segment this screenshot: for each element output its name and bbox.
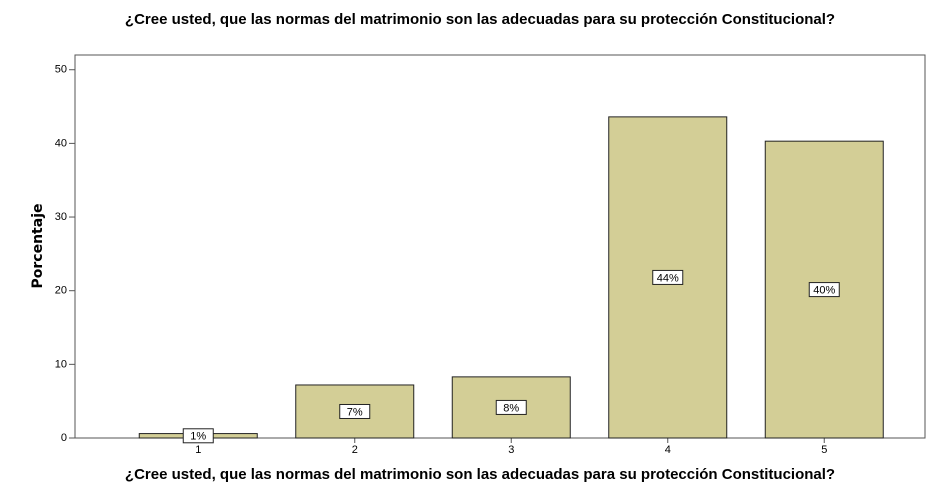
- value-label: 8%: [503, 402, 519, 414]
- y-tick-label: 40: [55, 137, 67, 149]
- value-label: 40%: [813, 284, 835, 296]
- value-label-box: [339, 403, 371, 419]
- value-label: 7%: [347, 406, 363, 418]
- x-tick-label: 1: [195, 444, 201, 456]
- value-label: 1%: [190, 431, 206, 443]
- y-tick-label: 50: [55, 64, 67, 76]
- value-label-box: [495, 399, 527, 415]
- x-tick-label: 2: [352, 444, 358, 456]
- x-tick-label: 3: [508, 444, 514, 456]
- x-tick-label: 4: [665, 444, 671, 456]
- y-tick-label: 20: [55, 285, 67, 297]
- x-axis-label: ¿Cree usted, que las normas del matrimon…: [124, 466, 836, 483]
- value-label-box: [182, 428, 214, 444]
- value-label-box: [808, 282, 840, 298]
- chart-title: ¿Cree usted, que las normas del matrimon…: [124, 11, 836, 28]
- y-axis-label: Porcentaje: [30, 204, 46, 289]
- value-label: 44%: [657, 272, 679, 284]
- y-tick-label: 30: [55, 211, 67, 223]
- value-label-box: [652, 269, 684, 285]
- y-tick-label: 0: [61, 432, 67, 444]
- x-tick-label: 5: [821, 444, 827, 456]
- y-tick-label: 10: [55, 358, 67, 370]
